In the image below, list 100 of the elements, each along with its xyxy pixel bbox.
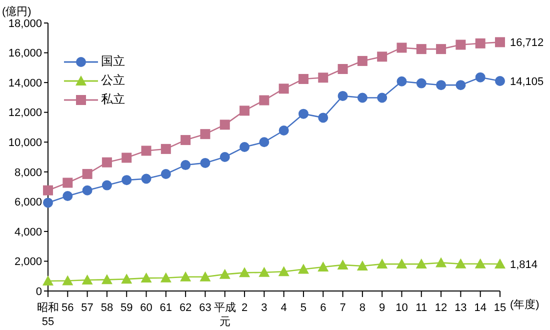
- point: [160, 168, 171, 179]
- point: [239, 267, 250, 278]
- point: [220, 120, 230, 130]
- x-tick-label: 15: [494, 302, 506, 314]
- point: [259, 95, 270, 106]
- point: [140, 272, 152, 283]
- x-tick-label: 3: [261, 302, 268, 314]
- point: [122, 175, 132, 186]
- point: [160, 144, 171, 154]
- y-tick-label: 10,000: [8, 137, 42, 150]
- point: [298, 264, 309, 274]
- point: [240, 106, 250, 116]
- point: [62, 275, 74, 286]
- point: [396, 42, 407, 53]
- point: [180, 160, 191, 170]
- point: [396, 258, 408, 269]
- point: [180, 135, 191, 146]
- point: [278, 84, 289, 94]
- x-tick-label: 7: [340, 302, 346, 314]
- x-tick-label: 63: [199, 302, 212, 314]
- y-tick-label: 8,000: [14, 166, 42, 179]
- point: [456, 40, 466, 50]
- x-tick-label: 12: [434, 302, 448, 314]
- point: [357, 92, 368, 103]
- point: [180, 271, 192, 282]
- point: [102, 157, 112, 168]
- point: [62, 178, 73, 188]
- x-tick-label: 62: [179, 302, 192, 314]
- point: [219, 268, 230, 279]
- y-tick-label: 12,000: [8, 107, 42, 120]
- point: [318, 112, 328, 123]
- x-tick-label: 10: [396, 302, 408, 314]
- point: [82, 168, 92, 179]
- x-tick-label: 2: [241, 302, 248, 314]
- y-tick-label: 0: [36, 286, 42, 298]
- point: [474, 258, 486, 268]
- point: [377, 92, 388, 103]
- point: [200, 129, 210, 140]
- point: [101, 274, 112, 284]
- point: [43, 185, 53, 196]
- point: [376, 258, 388, 269]
- y-tick-label: 6,000: [14, 196, 42, 209]
- point: [82, 185, 92, 196]
- point: [122, 152, 132, 163]
- x-tick-label: 60: [140, 302, 152, 314]
- point: [456, 80, 466, 90]
- legend-label: 国立: [101, 53, 125, 70]
- x-tick-label: 59: [120, 302, 133, 314]
- x-tick-label: 9: [379, 302, 386, 314]
- point: [200, 271, 211, 282]
- y-axis-title: (億円): [2, 4, 32, 19]
- point: [160, 272, 172, 282]
- point: [318, 262, 329, 272]
- point: [298, 74, 308, 84]
- x-tick-label: 58: [100, 302, 114, 314]
- x-tick-label: 61: [160, 302, 172, 314]
- point: [416, 258, 427, 269]
- point: [495, 76, 505, 86]
- point: [298, 108, 308, 119]
- point: [475, 72, 486, 82]
- point: [416, 78, 426, 88]
- point: [455, 258, 466, 268]
- legend-label: 公立: [101, 72, 125, 89]
- y-tick-label: 2,000: [14, 256, 42, 268]
- point: [495, 37, 505, 48]
- legend-label: 私立: [101, 91, 125, 108]
- y-tick-label: 4,000: [14, 226, 42, 238]
- point: [141, 146, 152, 156]
- point: [475, 38, 486, 48]
- x-tick-label: 13: [454, 302, 467, 314]
- point: [278, 126, 289, 136]
- point: [416, 44, 426, 54]
- x-tick-label: 57: [81, 302, 94, 314]
- x-tick-label: 14: [474, 302, 486, 314]
- x-tick-label: 5: [300, 302, 307, 314]
- point: [278, 266, 290, 276]
- data-label: 16,712: [510, 37, 544, 50]
- x-tick-label: 4: [280, 302, 287, 314]
- point: [62, 191, 73, 202]
- x-tick-label: 昭和55: [37, 301, 59, 328]
- x-tick-label: 11: [416, 302, 428, 314]
- point: [43, 198, 53, 208]
- point: [494, 258, 506, 268]
- point: [338, 64, 348, 74]
- point: [240, 142, 250, 152]
- x-tick-label: 平成元: [214, 301, 236, 328]
- point: [436, 44, 446, 54]
- point: [377, 52, 388, 62]
- point: [200, 158, 210, 168]
- point: [436, 257, 447, 268]
- x-tick-label: 8: [359, 302, 366, 314]
- point: [42, 276, 54, 286]
- data-label: 1,814: [510, 258, 538, 271]
- y-tick-label: 14,000: [8, 77, 42, 90]
- point: [337, 259, 348, 270]
- y-tick-label: 18,000: [8, 18, 42, 30]
- point: [82, 274, 93, 284]
- point: [357, 56, 368, 66]
- point: [318, 72, 328, 83]
- point: [258, 266, 270, 277]
